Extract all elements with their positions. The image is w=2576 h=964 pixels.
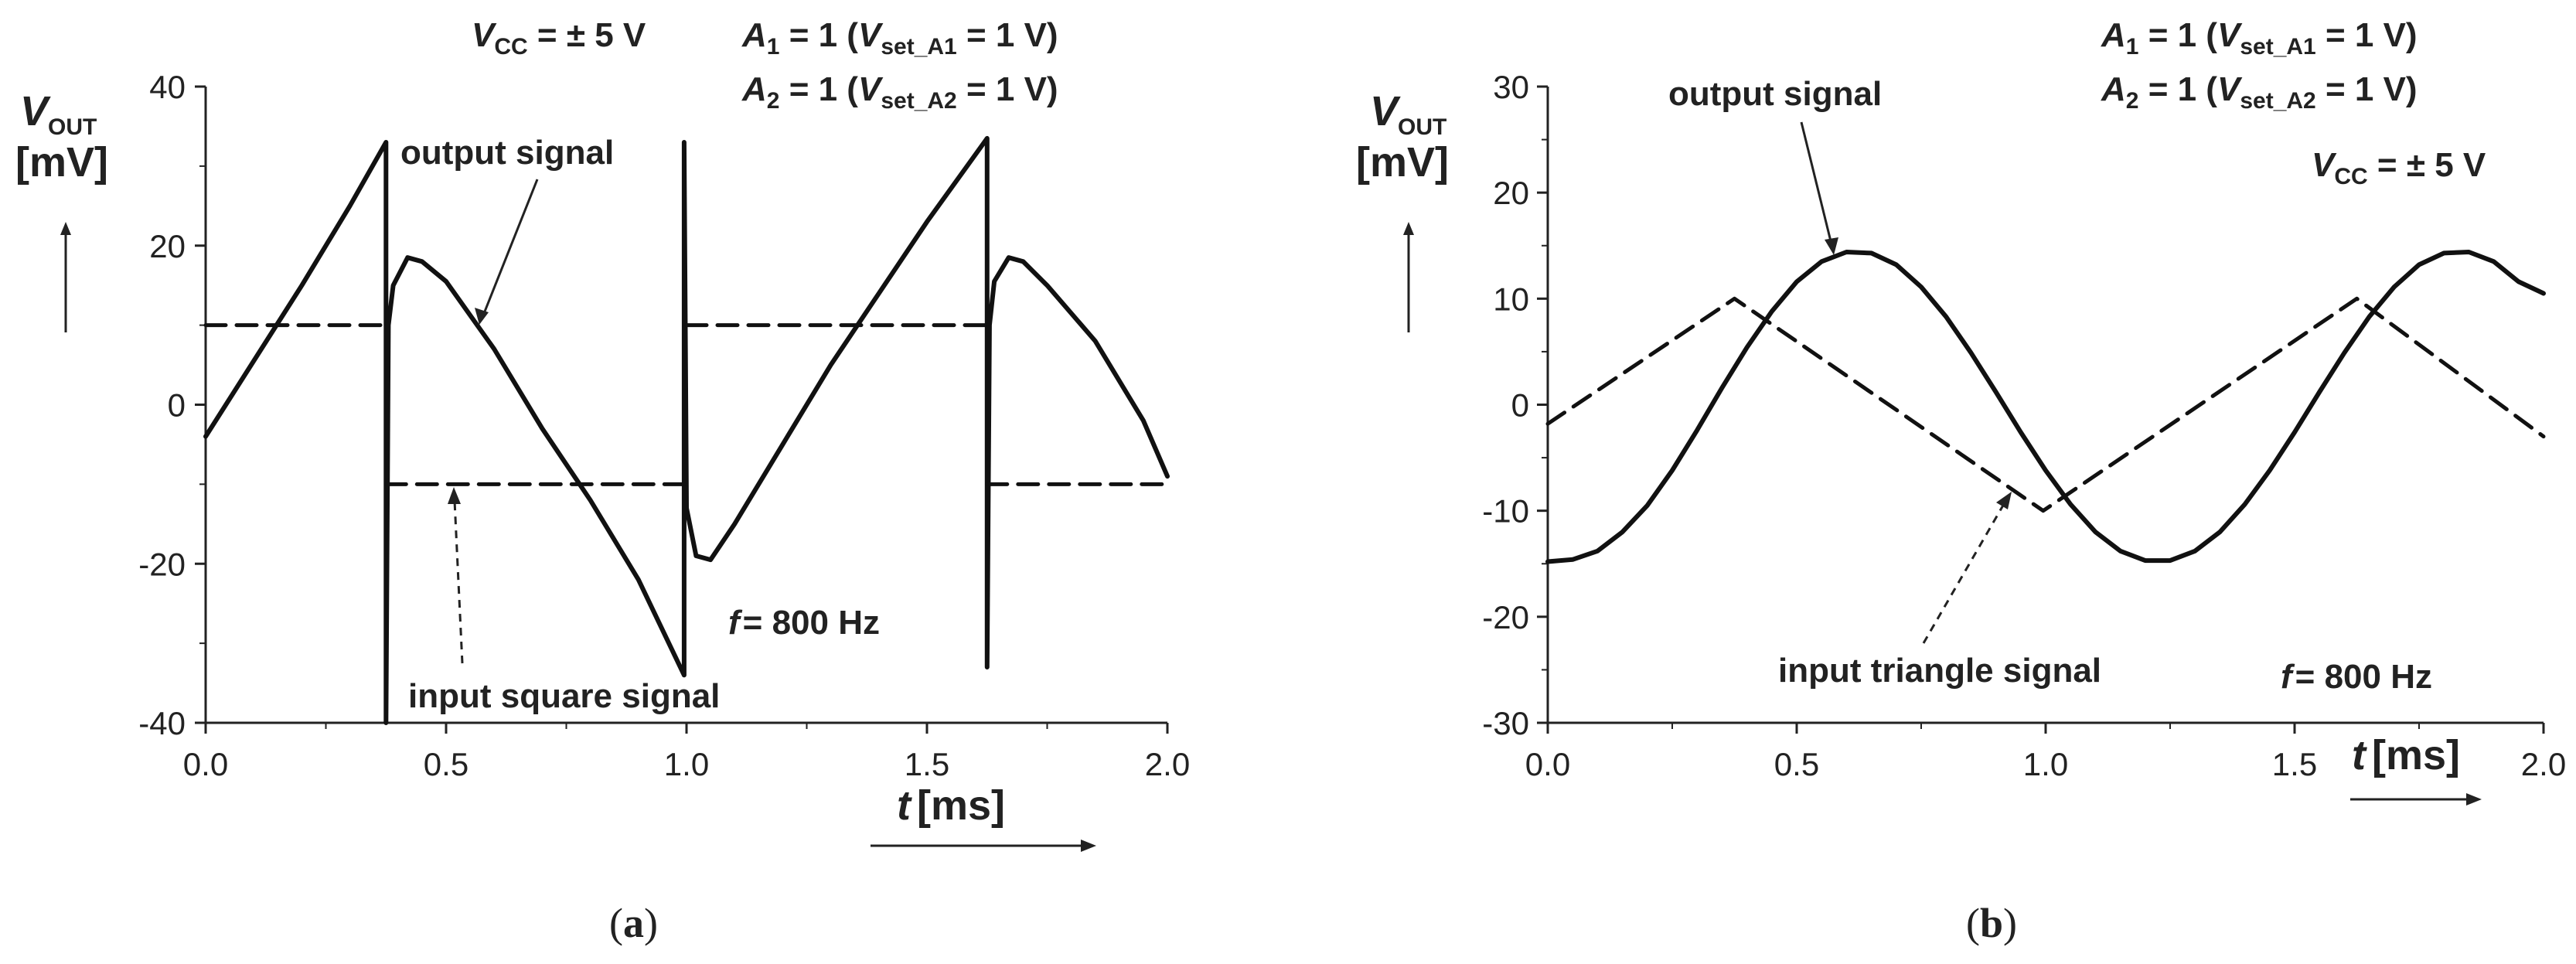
panel-b-yunit: [mV]: [1356, 139, 1449, 186]
y-tick-label: 20: [1493, 175, 1529, 211]
y-tick-label: 0: [1511, 387, 1529, 424]
y-tick-label: -10: [1482, 493, 1529, 530]
panel-a-series: [203, 135, 1170, 725]
y-tick-label: 0: [168, 387, 186, 424]
x-tick-label: 0.5: [424, 746, 469, 782]
panel-b-a2-label: A2 = 1 (Vset_A2 = 1 V): [2101, 70, 2418, 114]
panel-b-xlabel: t [ms]: [2352, 732, 2460, 778]
x-tick-label: 1.0: [2023, 746, 2068, 782]
x-tick-label: 0.0: [183, 746, 228, 782]
panel-a-output-label: output signal: [400, 134, 614, 172]
panel-a-input-label: input square signal: [408, 677, 720, 715]
x-tick-label: 0.5: [1774, 746, 1819, 782]
y-tick-label: 30: [1493, 69, 1529, 105]
panel-b-frequency: f= 800 Hz: [2281, 658, 2432, 696]
panel-a-a1-label: A1 = 1 (Vset_A1 = 1 V): [741, 16, 1058, 60]
panel-a-a2-label: A2 = 1 (Vset_A2 = 1 V): [741, 70, 1058, 114]
panel-b-tick-labels: 30 20 10 0 -10 -20 -30 0.0 0.5 1.0 1.5 2.0: [1482, 69, 2566, 782]
panel-a-tick-labels: 40 20 0 -20 -40 0.0 0.5 1.0 1.5 2.0: [138, 69, 1190, 782]
y-tick-label: -30: [1482, 705, 1529, 741]
panel-b-vcc-label: VCC = ± 5 V: [2312, 146, 2486, 189]
panel-b-output-pointer-head: [1825, 237, 1838, 255]
panel-b-caption: (b): [1966, 900, 2017, 946]
panel-b-output-pointer: [1800, 121, 1832, 242]
y-tick-label: -40: [138, 705, 186, 741]
panel-b-axes: [1537, 85, 2545, 734]
panel-a-caption: (a): [609, 900, 658, 946]
panel-b-a1-label: A1 = 1 (Vset_A1 = 1 V): [2101, 16, 2418, 60]
input-triangle-signal-line: [1545, 296, 2546, 513]
panel-a: 40 20 0 -20 -40 0.0 0.5 1.0 1.5 2.0 VOUT [mV] VCC…: [15, 16, 1190, 946]
panel-a-output-pointer-head: [475, 308, 489, 325]
panel-b-ylabel: VOUT: [1370, 88, 1446, 140]
panel-b-input-pointer: [1922, 503, 2005, 644]
panel-b-series: [1545, 250, 2546, 564]
x-tick-label: 1.5: [905, 746, 949, 782]
x-tick-label: 2.0: [2521, 746, 2566, 782]
x-tick-label: 1.0: [664, 746, 709, 782]
y-tick-label: 20: [149, 228, 186, 264]
y-tick-label: 40: [149, 69, 186, 105]
output-signal-line: [203, 135, 1170, 725]
panel-b-output-label: output signal: [1668, 75, 1882, 113]
output-signal-line: [1545, 250, 2546, 564]
panel-a-input-pointer-head: [448, 487, 461, 504]
panel-a-xlabel: t [ms]: [897, 782, 1005, 829]
panel-a-output-pointer: [482, 179, 539, 316]
panel-a-ylabel: VOUT: [20, 88, 97, 140]
y-tick-label: 10: [1493, 281, 1529, 317]
y-tick-label: -20: [1482, 599, 1529, 635]
panel-b-input-label: input triangle signal: [1778, 652, 2101, 690]
x-tick-label: 2.0: [1145, 746, 1190, 782]
panel-b-x-arrowhead: [2466, 793, 2482, 806]
panel-a-vcc-label: VCC = ± 5 V: [472, 16, 646, 60]
panel-a-x-arrowhead: [1081, 840, 1096, 852]
x-tick-label: 0.0: [1525, 746, 1570, 782]
panel-b-y-arrowhead: [1403, 222, 1414, 235]
panel-a-y-arrowhead: [60, 222, 71, 235]
panel-a-input-pointer: [453, 500, 464, 664]
y-tick-label: -20: [138, 546, 186, 582]
x-tick-label: 1.5: [2272, 746, 2317, 782]
panel-a-axes: [195, 85, 1169, 734]
panel-a-yunit: [mV]: [15, 139, 108, 186]
panel-b: 30 20 10 0 -10 -20 -30 0.0 0.5 1.0 1.5 2.0 VOUT [mV…: [1356, 16, 2566, 946]
panel-a-frequency: f= 800 Hz: [728, 604, 880, 642]
panel-b-input-pointer-head: [1996, 492, 2012, 509]
